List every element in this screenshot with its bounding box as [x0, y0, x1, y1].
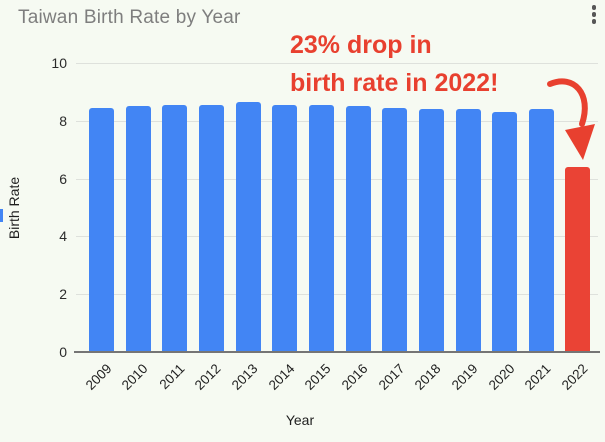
bar-2018[interactable]: [418, 109, 444, 352]
left-edge-artifact: [0, 209, 3, 222]
kebab-dot: [591, 12, 597, 17]
bar-2021[interactable]: [528, 109, 554, 352]
annotation-text: 23% drop in birth rate in 2022!: [290, 26, 498, 102]
bar-2011[interactable]: [162, 104, 188, 352]
y-tick-label-8: 8: [59, 112, 67, 129]
bar-2019[interactable]: [455, 109, 481, 352]
kebab-dot: [591, 5, 597, 10]
bar-2020[interactable]: [492, 112, 518, 352]
annotation-line-2: birth rate in 2022!: [290, 69, 499, 97]
annotation-line-1: 23% drop in: [290, 31, 432, 59]
x-axis-line: [74, 351, 600, 353]
bar-2014[interactable]: [272, 104, 298, 352]
bar-2012[interactable]: [198, 104, 224, 352]
y-tick-label-0: 0: [59, 344, 67, 360]
x-axis-title: Year: [285, 412, 315, 428]
y-axis-title: Birth Rate: [6, 176, 22, 240]
kebab-menu-icon[interactable]: [586, 2, 602, 28]
bar-2009[interactable]: [89, 107, 114, 352]
annotation-arrow-icon: [547, 78, 595, 160]
gridline-y6: [76, 178, 598, 180]
bar-2015[interactable]: [308, 104, 334, 352]
y-tick-label-10: 10: [51, 55, 67, 71]
bar-2010[interactable]: [125, 106, 151, 352]
kebab-dot: [591, 19, 597, 24]
bar-2022[interactable]: [565, 167, 591, 352]
bar-2016[interactable]: [345, 106, 371, 352]
plot-area: [76, 63, 598, 352]
y-tick-label-6: 6: [59, 170, 67, 187]
y-tick-label-4: 4: [59, 228, 67, 245]
gridline-y2: [76, 294, 598, 296]
gridline-y8: [76, 120, 598, 122]
bar-2013[interactable]: [235, 102, 261, 352]
y-tick-label-2: 2: [59, 286, 67, 303]
gridline-y4: [76, 236, 598, 238]
gridline-y10: [76, 63, 598, 64]
chart-title: Taiwan Birth Rate by Year: [18, 7, 241, 28]
bar-2017[interactable]: [382, 107, 408, 352]
